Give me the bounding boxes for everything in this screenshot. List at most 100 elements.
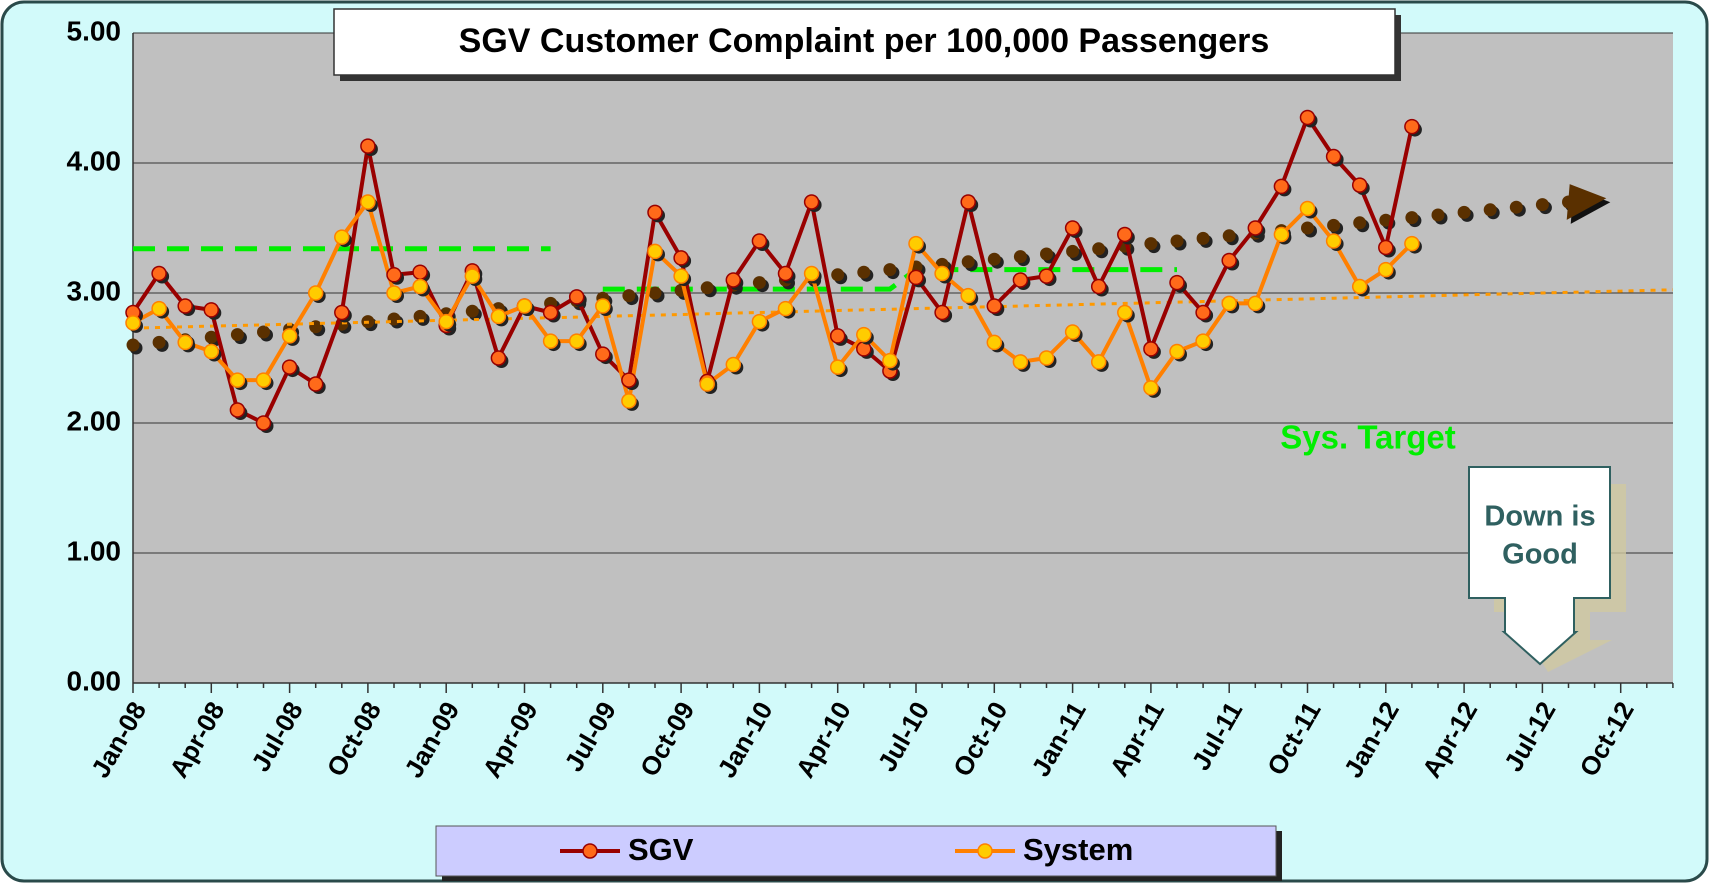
y-tick-label: 3.00 (67, 275, 122, 306)
chart-title: SGV Customer Complaint per 100,000 Passe… (459, 22, 1270, 60)
marker (856, 326, 872, 343)
marker (1299, 200, 1316, 217)
trend-dot (1144, 237, 1158, 251)
trend-dot (257, 325, 270, 339)
marker (1221, 252, 1237, 269)
marker (490, 350, 507, 366)
trend-dot (204, 330, 218, 344)
marker (1012, 272, 1029, 288)
y-tick-label: 4.00 (67, 145, 122, 176)
trend-dot (1040, 247, 1053, 261)
trend-dot (1483, 203, 1497, 217)
y-tick-label: 5.00 (67, 15, 122, 46)
trend-dot (1013, 250, 1027, 264)
y-tick-label: 0.00 (67, 665, 122, 696)
marker (751, 233, 768, 249)
marker (412, 264, 428, 280)
marker (229, 372, 246, 388)
marker (334, 304, 350, 321)
trend-dot (152, 335, 166, 349)
marker (177, 334, 193, 351)
trend-dot (1170, 234, 1184, 248)
marker (751, 313, 768, 330)
marker (673, 268, 689, 284)
marker (255, 415, 272, 431)
trend-dot (1092, 242, 1106, 256)
trend-dot (1222, 229, 1236, 243)
trend-dot (883, 263, 897, 277)
trend-dot (622, 289, 636, 303)
marker (960, 194, 976, 210)
marker (934, 304, 950, 321)
marker (1325, 233, 1342, 249)
marker (803, 194, 820, 210)
marker (568, 289, 585, 305)
legend-marker (582, 843, 598, 859)
marker (516, 298, 533, 314)
marker (386, 267, 402, 283)
marker (595, 346, 611, 362)
marker (1038, 268, 1055, 284)
marker (542, 333, 559, 349)
marker (960, 287, 976, 304)
trend-dot (987, 252, 1001, 266)
trend-dot (857, 265, 871, 279)
marker (1247, 220, 1264, 236)
marker (1195, 304, 1211, 321)
marker (647, 243, 663, 260)
marker (777, 300, 794, 317)
trend-dot (961, 255, 975, 269)
trend-dot (1509, 200, 1523, 214)
marker (1325, 148, 1342, 165)
trend-dot (1457, 205, 1471, 219)
marker (203, 302, 220, 318)
legend-label: System (1023, 832, 1133, 867)
marker (1169, 343, 1185, 360)
trend-dot (831, 268, 845, 282)
marker (725, 272, 742, 288)
target-line (133, 246, 1177, 292)
marker (1404, 118, 1420, 135)
marker (1038, 350, 1055, 366)
marker (986, 334, 1003, 351)
trend-dot (1301, 221, 1314, 235)
marker (1143, 341, 1159, 357)
marker (1064, 324, 1081, 340)
marker (1221, 295, 1237, 312)
trend-dot (230, 328, 244, 342)
data (125, 109, 1673, 433)
marker (1090, 354, 1107, 370)
marker (281, 328, 298, 344)
marker (699, 376, 715, 392)
trend-dot (700, 281, 714, 295)
marker (360, 194, 376, 210)
marker (334, 229, 350, 245)
marker (1351, 278, 1368, 295)
trend-dot (1196, 231, 1210, 245)
marker (177, 298, 193, 314)
marker (1090, 278, 1107, 295)
trend-dot (465, 304, 479, 318)
trend-dot (1405, 211, 1419, 225)
marker (1378, 239, 1394, 256)
legend-items: SGV System (560, 832, 1133, 867)
marker (621, 393, 637, 409)
marker (647, 204, 663, 221)
legend-marker (977, 843, 993, 859)
y-tick-label: 2.00 (67, 405, 122, 436)
marker (621, 372, 637, 388)
target-label: Sys. Target (1280, 419, 1455, 456)
marker (908, 269, 924, 286)
trend-dot (1327, 218, 1341, 232)
marker (908, 235, 924, 252)
marker (1064, 220, 1081, 236)
marker (1404, 235, 1420, 252)
marker (1117, 226, 1133, 243)
marker (1299, 109, 1316, 126)
trend-dot (126, 338, 140, 352)
marker (542, 304, 559, 321)
marker (307, 376, 324, 392)
marker (125, 315, 141, 331)
marker (673, 250, 689, 266)
marker (568, 333, 585, 349)
